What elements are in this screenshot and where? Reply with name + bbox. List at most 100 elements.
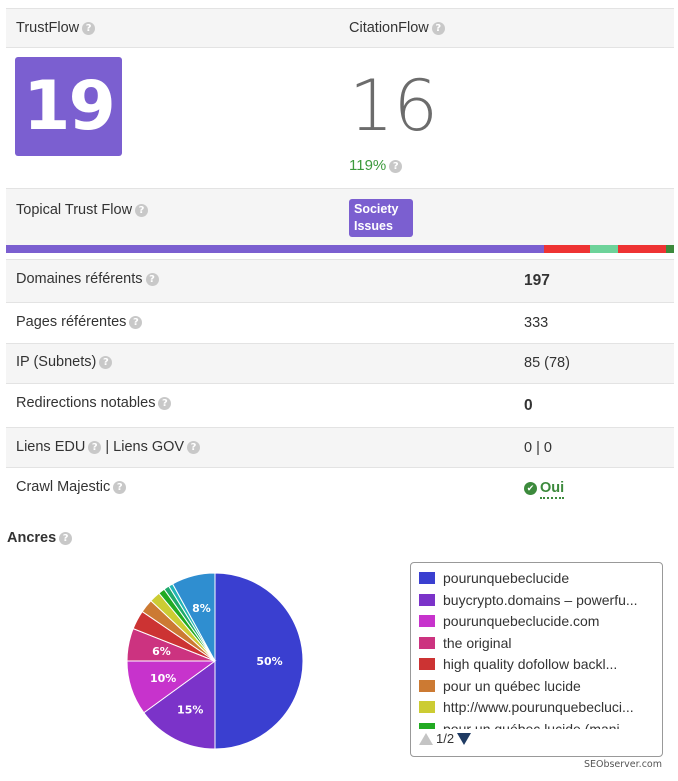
stat-row-redirections: Redirections notables? 0 bbox=[6, 384, 674, 428]
pie-slice-label: 15% bbox=[177, 704, 203, 717]
legend-color-swatch bbox=[419, 658, 435, 670]
help-icon[interactable]: ? bbox=[59, 532, 73, 545]
topic-bar-segment bbox=[590, 245, 618, 253]
ip-label: IP (Subnets) bbox=[16, 354, 97, 370]
trustflow-label: TrustFlow bbox=[16, 20, 80, 36]
legend-item[interactable]: buycrypto.domains – powerfu... bbox=[419, 590, 638, 610]
topical-trust-flow-row: Topical Trust Flow? Society Issues bbox=[6, 188, 674, 245]
ip-value: 85 (78) bbox=[524, 355, 570, 371]
topical-trust-flow-header: Topical Trust Flow? bbox=[16, 202, 149, 218]
next-page-arrow-icon[interactable] bbox=[457, 732, 472, 745]
previous-page-arrow-icon[interactable] bbox=[419, 732, 433, 745]
topic-badge-line1: Society bbox=[354, 202, 399, 216]
anchor-pie-chart: 50% 15% 10% 6% 8% bbox=[126, 572, 304, 750]
stat-row-pages: Pages référentes? 333 bbox=[6, 303, 674, 344]
topic-bar-segment bbox=[618, 245, 666, 253]
edu-gov-separator: | bbox=[105, 439, 110, 455]
citationflow-score: 16 bbox=[349, 65, 439, 147]
legend-item-label: pourunquebeclucide.com bbox=[443, 613, 600, 629]
crawl-status[interactable]: ✔ Oui bbox=[524, 480, 565, 499]
legend-color-swatch bbox=[419, 722, 435, 729]
legend-color-swatch bbox=[419, 701, 435, 713]
pie-slice[interactable] bbox=[143, 660, 216, 750]
stat-label-cell: IP (Subnets)? bbox=[16, 354, 113, 370]
stat-label-cell: Pages référentes? bbox=[16, 314, 143, 330]
redirections-label: Redirections notables bbox=[16, 395, 156, 411]
help-icon[interactable]: ? bbox=[88, 441, 102, 454]
pie-slice[interactable] bbox=[171, 572, 216, 662]
legend-pagination: 1/2 bbox=[419, 731, 472, 746]
legend-item[interactable]: the original bbox=[419, 633, 512, 653]
stat-label-cell: Crawl Majestic? bbox=[16, 479, 127, 495]
credit-text: SEObserver.com bbox=[583, 759, 662, 770]
pages-label: Pages référentes bbox=[16, 314, 127, 330]
pie-slices bbox=[126, 572, 304, 750]
legend-item-label: the original bbox=[443, 634, 512, 651]
legend-item[interactable]: http://www.pourunquebecluci... bbox=[419, 697, 634, 717]
legend-items: pourunquebeclucide buycrypto.domains – po… bbox=[411, 563, 662, 730]
domaines-label: Domaines référents bbox=[16, 271, 143, 287]
check-circle-icon: ✔ bbox=[524, 482, 537, 495]
legend-item[interactable]: pourunquebeclucide bbox=[419, 568, 569, 588]
legend-item-label: pourunquebeclucide bbox=[443, 570, 570, 586]
flow-ratio: 119%? bbox=[349, 157, 403, 174]
legend-page-indicator: 1/2 bbox=[436, 731, 455, 746]
trustflow-score: 19 bbox=[15, 57, 122, 156]
topical-distribution-bar bbox=[6, 245, 674, 253]
legend-item-label: pour un québec lucide bbox=[443, 677, 581, 694]
pie-slice[interactable] bbox=[214, 572, 304, 750]
legend-item-label: buycrypto.domains – powerfu... bbox=[443, 591, 638, 608]
citationflow-header: CitationFlow? bbox=[349, 20, 445, 36]
stat-label-cell: Domaines référents? bbox=[16, 271, 159, 287]
topical-trust-flow-label: Topical Trust Flow bbox=[16, 202, 133, 218]
legend-item-label: high quality dofollow backl... bbox=[443, 656, 618, 672]
legend-color-swatch bbox=[419, 679, 435, 692]
legend-item-label: http://www.pourunquebecluci... bbox=[443, 699, 634, 715]
anchor-legend: pourunquebeclucide buycrypto.domains – po… bbox=[410, 562, 663, 757]
legend-color-swatch bbox=[419, 593, 435, 606]
help-icon[interactable]: ? bbox=[99, 356, 113, 369]
help-icon[interactable]: ? bbox=[113, 481, 127, 494]
topic-badge[interactable]: Society Issues bbox=[349, 199, 413, 237]
topic-bar-segment bbox=[544, 245, 590, 253]
domaines-value: 197 bbox=[524, 272, 550, 289]
help-icon[interactable]: ? bbox=[135, 204, 149, 217]
help-icon[interactable]: ? bbox=[145, 273, 159, 286]
citationflow-label: CitationFlow bbox=[349, 20, 429, 36]
crawl-label: Crawl Majestic bbox=[16, 479, 111, 495]
flow-ratio-value: 119% bbox=[349, 157, 387, 174]
edu-label: Liens EDU bbox=[16, 439, 86, 455]
legend-item[interactable]: high quality dofollow backl... bbox=[419, 654, 617, 674]
pie-slice-label: 6% bbox=[152, 645, 171, 658]
gov-label: Liens GOV bbox=[113, 439, 185, 455]
edu-gov-value: 0 | 0 bbox=[524, 440, 552, 456]
pages-value: 333 bbox=[524, 315, 549, 331]
help-icon[interactable]: ? bbox=[158, 397, 172, 410]
legend-item[interactable]: pour un québec lucide (mani... bbox=[419, 719, 632, 730]
pie-slice-label: 8% bbox=[192, 602, 211, 615]
help-icon[interactable]: ? bbox=[431, 22, 445, 35]
help-icon[interactable]: ? bbox=[389, 160, 403, 173]
legend-item[interactable]: pourunquebeclucide.com bbox=[419, 611, 599, 631]
stat-label-cell: Liens EDU? | Liens GOV? bbox=[16, 439, 201, 455]
topic-badge-line2: Issues bbox=[354, 219, 393, 233]
topic-bar-segment bbox=[666, 245, 674, 253]
legend-item[interactable]: pour un québec lucide bbox=[419, 676, 581, 696]
ancres-label: Ancres bbox=[7, 530, 57, 546]
stat-label-cell: Redirections notables? bbox=[16, 395, 172, 411]
legend-color-swatch bbox=[419, 636, 435, 649]
redirections-value: 0 bbox=[524, 397, 533, 414]
help-icon[interactable]: ? bbox=[82, 22, 96, 35]
stat-row-ip: IP (Subnets)? 85 (78) bbox=[6, 344, 674, 384]
topic-bar-segment bbox=[6, 245, 544, 253]
crawl-value[interactable]: Oui bbox=[540, 480, 565, 499]
legend-color-swatch bbox=[419, 572, 435, 584]
pie-labels: 50% 15% 10% 6% 8% bbox=[150, 602, 283, 716]
ancres-section-title: Ancres? bbox=[7, 530, 73, 546]
legend-item-label: pour un québec lucide (mani... bbox=[443, 720, 632, 730]
pie-slice-label: 50% bbox=[256, 655, 282, 668]
legend-color-swatch bbox=[419, 615, 435, 627]
stat-row-domaines: Domaines référents? 197 bbox=[6, 259, 674, 303]
help-icon[interactable]: ? bbox=[129, 316, 143, 329]
help-icon[interactable]: ? bbox=[187, 441, 201, 454]
